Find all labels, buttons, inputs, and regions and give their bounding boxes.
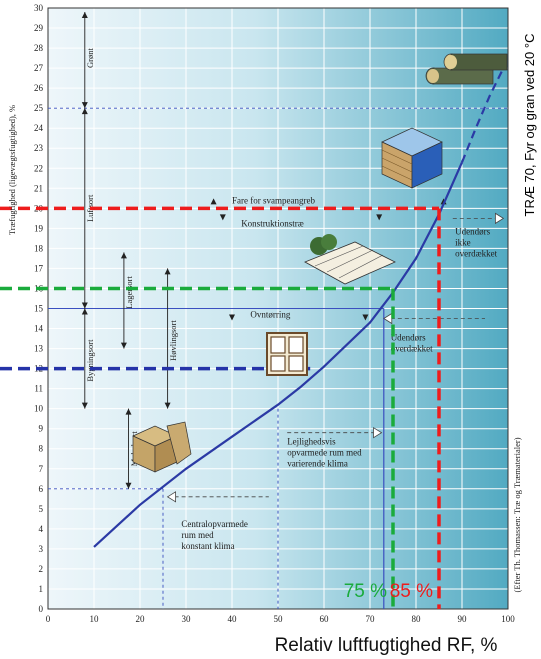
y-tick-label: 26 [34,83,44,93]
y-tick-label: 30 [34,3,44,13]
range-bygningsort-head-up [81,308,88,315]
range-bygningsort-head-down [81,402,88,409]
x-tick-label: 30 [182,614,192,624]
range-hovlingsort-head-down [164,402,171,409]
annotation-line: rum med [181,530,214,540]
y-tick-label: 28 [34,43,44,53]
annotation-line: varierende klima [287,459,348,469]
x-tick-label: 70 [366,614,376,624]
x-tick-label: 90 [458,614,468,624]
range-groent-head-up [81,12,88,18]
x-tick-label: 80 [412,614,422,624]
y-tick-label: 7 [39,464,44,474]
y-tick-label: 10 [34,404,44,414]
y-tick-label: 25 [34,103,44,113]
y-tick-label: 21 [34,183,43,193]
marker-label: 85 % [390,581,433,602]
house-roof-icon [304,234,396,285]
stacked-lumber-icon [381,127,443,189]
x-tick-label: 0 [46,614,51,624]
annotation-line: overdækket [455,248,497,258]
furniture-cabinet-icon [132,421,192,473]
y-tick-label: 3 [39,544,44,554]
range-label: Bygningsort [85,339,95,382]
x-tick-label: 100 [501,614,515,624]
annotation-label: Lejlighedsvis opvarmede rum med varierende… [287,437,362,469]
range-mobelsort-head-up [125,408,132,415]
y-tick-label: 19 [34,223,44,233]
credit-note: (Efter Th. Thomassen: Træ og Træmaterial… [512,437,522,592]
y-tick-label: 29 [34,23,44,33]
annotation-line: ikke [455,237,471,247]
y-tick-label: 8 [39,444,44,454]
x-axis-title: Relativ luftfugtighed RF, % [275,635,498,656]
marker-label: 75 % [344,581,387,602]
range-hovlingsort-head-up [164,268,171,275]
arrow-right-icon [373,426,383,439]
sorption-curve-extension [460,67,505,163]
x-tick-label: 10 [90,614,100,624]
annotation-line: Udendørs [391,333,426,343]
arrow-down-icon [219,214,226,221]
annotation-label: Fare for svampeangreb [232,195,315,205]
y-tick-label: 27 [34,63,44,73]
y-tick-label: 23 [34,143,44,153]
annotation-line: Udendørs [455,226,490,236]
arrow-right-icon [494,212,505,225]
annotation-label: Konstruktionstræ [241,218,304,228]
arrow-down-icon [362,314,369,321]
x-tick-label: 40 [228,614,238,624]
annotation-line: overdækket [391,344,433,354]
y-tick-label: 6 [39,484,44,494]
range-groent-head-down [81,102,88,109]
range-label: Lagersort [124,276,134,309]
annotation-line: Centralopvarmede [181,519,247,529]
arrow-down-icon [376,214,383,221]
logs-icon [425,53,508,85]
range-label: Grønt [85,48,95,68]
arrow-down-icon [229,314,235,321]
y-tick-label: 2 [39,564,44,574]
y-tick-label: 14 [34,324,44,334]
y-tick-label: 4 [39,524,44,534]
range-lagersort-head-up [120,252,127,259]
x-tick-label: 20 [136,614,146,624]
y-tick-label: 0 [39,604,44,614]
y-tick-label: 13 [34,344,44,354]
window-icon [266,332,308,376]
range-label: Høvlingsort [168,320,178,361]
arrow-up-icon [210,198,217,205]
y-tick-label: 18 [34,243,44,253]
annotation-label: Udendørs ikke overdækket [455,226,497,258]
annotation-label: Ovntørring [250,310,290,320]
y-tick-label: 9 [39,424,44,434]
range-luftsort-head-up [81,108,88,115]
y-tick-label: 1 [39,584,44,594]
x-tick-label: 50 [274,614,284,624]
annotation-label: Udendørs overdækket [391,333,433,354]
annotation-label: Centralopvarmede rum med konstant klima [181,519,247,551]
markers: 75 % 85 % [0,206,441,609]
arrow-left-icon [383,312,393,325]
x-tick-label: 60 [320,614,330,624]
y-tick-label: 24 [34,123,44,133]
range-lagersort-head-down [120,342,127,349]
side-title: TRÆ 70, Fyr og gran ved 20 °C [522,34,537,217]
y-tick-label: 5 [39,504,44,514]
range-mobelsort-head-down [125,482,132,489]
y-tick-label: 17 [34,263,44,273]
y-tick-label: 22 [34,163,43,173]
y-tick-label: 15 [34,304,44,314]
annotation-line: opvarmede rum med [287,448,362,458]
y-tick-label: 11 [34,384,43,394]
arrow-left-icon [166,491,177,503]
annotation-line: konstant klima [181,541,234,551]
annotation-line: Lejlighedsvis [287,437,336,447]
range-luftsort-head-down [81,302,88,309]
y-axis-title: Træfugtighed (ligevægtsfugtighed), % [7,105,17,235]
